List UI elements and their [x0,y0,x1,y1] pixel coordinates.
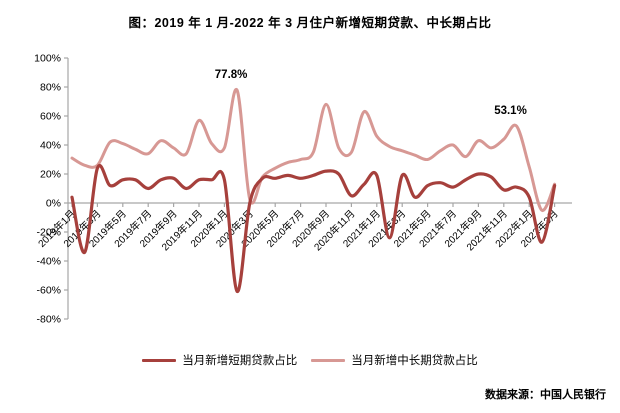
y-tick-label: -40% [36,256,61,268]
y-tick-label: -20% [36,227,61,239]
y-tick-label: 20% [40,169,61,181]
y-tick-label: -80% [36,314,61,326]
series-line-medium-long [70,88,557,212]
annotation-label: 53.1% [494,105,527,117]
legend-label-medium-long: 当月新增中长期贷款占比 [351,355,478,367]
y-tick-label: -60% [36,285,61,297]
legend-item-medium-long: 当月新增中长期贷款占比 [311,352,478,368]
y-tick-label: 40% [40,140,61,152]
legend-swatch-short-term [142,358,177,362]
chart-legend: 当月新增短期贷款占比 当月新增中长期贷款占比 [0,352,620,368]
chart-title: 图：2019 年 1 月-2022 年 3 月住户新增短期贷款、中长期占比 [128,16,492,30]
legend-swatch-medium-long [311,358,346,362]
y-tick-label: 80% [40,82,61,94]
line-chart: 100%80%60%40%20%0%-20%-40%-60%-80%2019年1… [34,53,572,326]
y-tick-label: 60% [40,111,61,123]
data-source-note: 数据来源：中国人民银行 [485,389,606,401]
y-tick-label: 0% [46,198,61,210]
legend-label-short-term: 当月新增短期贷款占比 [182,355,298,367]
y-tick-label: 100% [34,53,61,65]
legend-item-short-term: 当月新增短期贷款占比 [142,352,297,368]
series-line-short-term [70,164,557,294]
annotation-label: 77.8% [215,69,248,81]
